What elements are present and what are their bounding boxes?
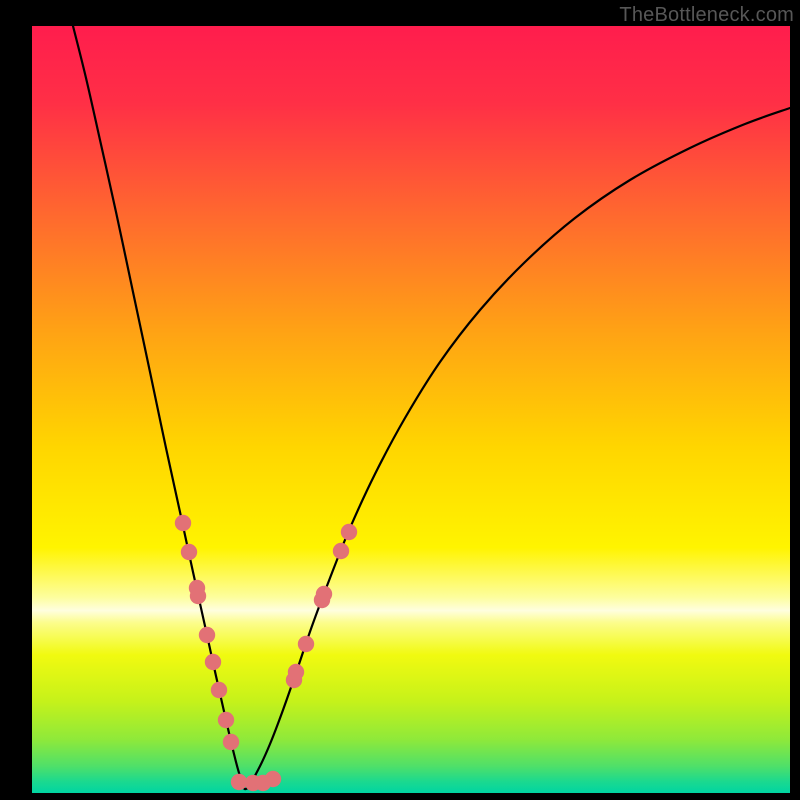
marker-dot: [199, 627, 215, 643]
marker-dot: [231, 774, 247, 790]
marker-dot: [190, 588, 206, 604]
chart-frame: TheBottleneck.com: [0, 0, 800, 800]
marker-dot: [288, 664, 304, 680]
marker-dot: [341, 524, 357, 540]
marker-dot: [223, 734, 239, 750]
marker-dot: [218, 712, 234, 728]
marker-dot: [181, 544, 197, 560]
marker-dot: [211, 682, 227, 698]
marker-dot: [175, 515, 191, 531]
marker-dot: [316, 586, 332, 602]
marker-dot: [298, 636, 314, 652]
bottleneck-chart: [0, 0, 800, 800]
marker-dot: [333, 543, 349, 559]
marker-dot: [205, 654, 221, 670]
watermark-text: TheBottleneck.com: [619, 4, 794, 27]
marker-dot: [265, 771, 281, 787]
